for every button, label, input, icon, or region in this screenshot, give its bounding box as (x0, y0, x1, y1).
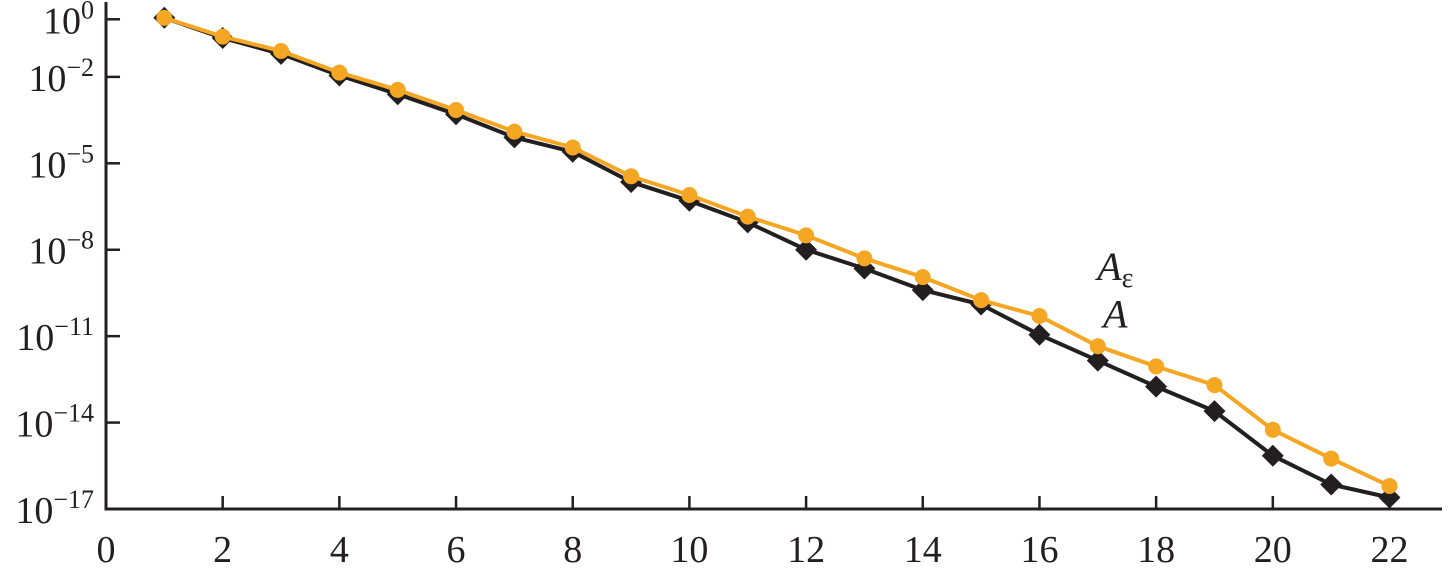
data-point-circle (506, 123, 523, 140)
series-label-a: A (1100, 292, 1128, 337)
y-tick-label: 10−8 (28, 226, 94, 273)
data-point-circle (1148, 358, 1165, 375)
x-tick-label: 12 (787, 529, 825, 569)
y-tick-exponent: −5 (66, 139, 94, 168)
x-tick-label: 14 (904, 529, 942, 569)
y-tick-base: 10 (28, 58, 66, 100)
x-tick-label: 16 (1020, 529, 1058, 569)
x-tick-label: 18 (1137, 529, 1175, 569)
series-annotations: AAε (1094, 244, 1133, 337)
data-point-circle (156, 9, 173, 26)
data-point-diamond (1028, 323, 1051, 346)
y-tick-exponent: 0 (81, 0, 94, 24)
data-point-diamond (911, 279, 934, 302)
data-point-circle (389, 81, 406, 98)
data-point-diamond (795, 238, 818, 261)
y-tick-exponent: −2 (66, 53, 94, 82)
data-point-circle (331, 64, 348, 81)
data-point-circle (681, 187, 698, 204)
data-point-circle (973, 292, 990, 309)
x-tick-label: 8 (563, 529, 582, 569)
series-label-a-eps: Aε (1094, 244, 1133, 294)
data-point-circle (1381, 477, 1398, 494)
data-point-diamond (1203, 400, 1226, 423)
y-tick-base: 10 (43, 0, 81, 42)
data-point-circle (739, 208, 756, 225)
data-series (153, 6, 1401, 509)
series-a-eps (156, 9, 1398, 494)
y-tick-base: 10 (28, 144, 66, 186)
series-line (163, 15, 1390, 500)
data-point-circle (798, 227, 815, 244)
data-point-diamond (1261, 444, 1284, 467)
data-point-circle (1264, 421, 1281, 438)
data-point-diamond (1320, 473, 1343, 496)
series-label-main: A (1100, 292, 1128, 337)
data-point-circle (856, 250, 873, 267)
series-label-subscript: ε (1122, 263, 1134, 294)
data-point-circle (1031, 307, 1048, 324)
y-tick-label: 10−11 (16, 312, 94, 359)
x-tick-label: 0 (97, 529, 116, 569)
tick-labels: 0 2 4 6 8 10 12 14 16 18 20 2210010−210−510−810−111… (15, 0, 1408, 569)
y-tick-exponent: −17 (53, 485, 94, 514)
y-tick-exponent: −14 (53, 399, 94, 428)
y-tick-label: 100 (43, 0, 94, 42)
series-label-main: A (1094, 244, 1122, 289)
y-tick-exponent: −8 (66, 226, 94, 255)
axes (104, 2, 1442, 511)
y-tick-base: 10 (28, 231, 66, 273)
data-point-circle (214, 28, 231, 45)
y-tick-label: 10−17 (15, 485, 94, 532)
x-tick-label: 20 (1254, 529, 1292, 569)
data-point-circle (914, 269, 931, 286)
x-tick-label: 22 (1370, 529, 1408, 569)
data-point-diamond (1145, 375, 1168, 398)
data-point-diamond (1378, 486, 1401, 509)
data-point-circle (273, 42, 290, 59)
y-tick-base: 10 (15, 404, 53, 446)
data-point-circle (1089, 338, 1106, 355)
x-tick-label: 6 (447, 529, 466, 569)
data-point-circle (448, 102, 465, 119)
x-tick-label: 4 (330, 529, 349, 569)
data-point-circle (623, 168, 640, 185)
y-tick-base: 10 (15, 490, 53, 532)
data-point-circle (1323, 450, 1340, 467)
data-point-circle (1206, 377, 1223, 394)
tick-marks (104, 18, 1391, 511)
data-point-diamond (1086, 349, 1109, 372)
y-tick-label: 10−2 (28, 53, 94, 100)
data-point-circle (564, 139, 581, 156)
x-tick-label: 2 (213, 529, 232, 569)
series-line (163, 15, 1391, 488)
y-tick-exponent: −11 (54, 312, 94, 341)
y-tick-base: 10 (16, 317, 54, 359)
y-tick-label: 10−14 (15, 399, 94, 446)
series-a (153, 6, 1401, 509)
y-tick-label: 10−5 (28, 139, 94, 186)
x-tick-label: 10 (670, 529, 708, 569)
